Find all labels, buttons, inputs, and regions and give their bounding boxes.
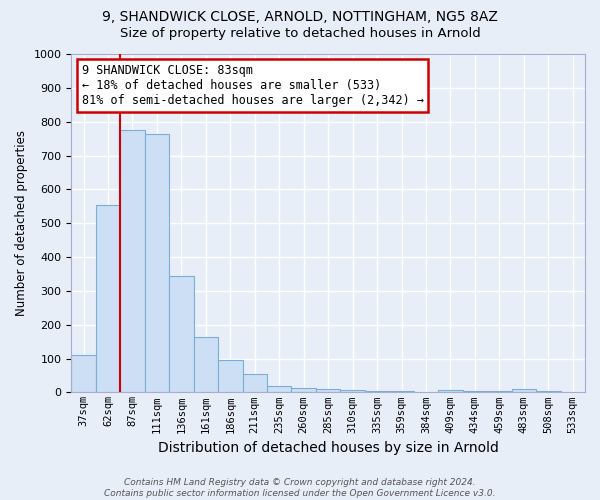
Bar [389,391,414,392]
Text: Size of property relative to detached houses in Arnold: Size of property relative to detached ho… [119,28,481,40]
Text: 9, SHANDWICK CLOSE, ARNOLD, NOTTINGHAM, NG5 8AZ: 9, SHANDWICK CLOSE, ARNOLD, NOTTINGHAM, … [102,10,498,24]
Bar [292,388,316,392]
Bar [267,386,292,392]
Bar [169,276,194,392]
Bar [71,355,96,393]
Text: Contains HM Land Registry data © Crown copyright and database right 2024.
Contai: Contains HM Land Registry data © Crown c… [104,478,496,498]
Text: 9 SHANDWICK CLOSE: 83sqm
← 18% of detached houses are smaller (533)
81% of semi-: 9 SHANDWICK CLOSE: 83sqm ← 18% of detach… [82,64,424,107]
Bar [120,130,145,392]
Y-axis label: Number of detached properties: Number of detached properties [15,130,28,316]
Bar [438,390,463,392]
Bar [316,389,340,392]
X-axis label: Distribution of detached houses by size in Arnold: Distribution of detached houses by size … [158,441,499,455]
Bar [194,337,218,392]
Bar [242,374,267,392]
Bar [145,134,169,392]
Bar [96,204,120,392]
Bar [340,390,365,392]
Bar [365,390,389,392]
Bar [512,389,536,392]
Bar [218,360,242,392]
